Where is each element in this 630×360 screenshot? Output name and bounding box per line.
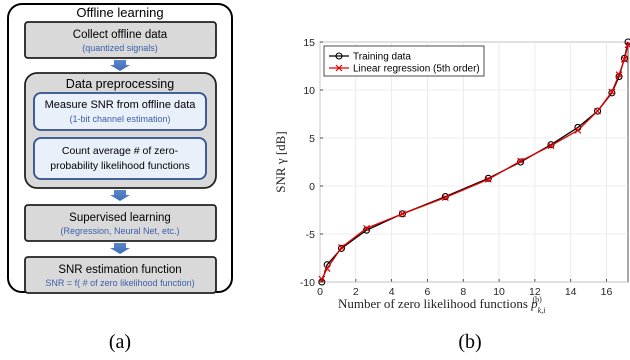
series-linear-regression (318, 41, 630, 283)
plot-area (319, 41, 629, 283)
data-point (323, 265, 331, 272)
x-tick-label: 10 (493, 286, 505, 298)
collect-data-title: Collect offline data (73, 29, 168, 41)
count-zero-likelihood-line2: probability likelihood functions (50, 160, 190, 172)
x-axis-label-text: Number of zero likelihood functions (338, 296, 528, 311)
data-point (624, 41, 630, 49)
supervised-learning-title: Supervised learning (69, 212, 171, 224)
snr-estimation-title: SNR estimation function (58, 264, 181, 276)
count-zero-likelihood-box (33, 137, 207, 180)
x-axis-label: Number of zero likelihood functions pk,i… (338, 295, 545, 315)
collect-data-subtitle: (quantized signals) (82, 43, 158, 53)
flow-arrow-2 (110, 190, 130, 201)
x-tick-label: 16 (601, 286, 613, 298)
x-tick-label: 6 (425, 286, 431, 298)
data-point (441, 194, 449, 201)
y-tick-label: -5 (306, 229, 315, 241)
legend-box (323, 45, 485, 77)
y-tick-labels: -10 -5 0 5 10 15 (300, 37, 315, 289)
panel-b-caption: (b) (458, 331, 481, 353)
x-tick-label: 2 (353, 286, 359, 298)
data-point (484, 175, 492, 183)
legend-label-regression: Linear regression (5th order) (353, 64, 480, 75)
supervised-learning-box (24, 204, 217, 242)
data-point (620, 55, 628, 63)
gridlines (319, 41, 628, 283)
snr-estimation-subtitle: SNR = f( # of zero likelihood function) (45, 278, 194, 288)
x-tick-label: 14 (565, 286, 577, 298)
measure-snr-title: Measure SNR from offline data (45, 99, 197, 111)
x-tick-label: 0 (317, 286, 323, 298)
data-preprocessing-title: Data preprocessing (66, 77, 174, 91)
count-zero-likelihood-line1: Count average # of zero- (62, 145, 179, 157)
flow-arrow-3 (110, 243, 130, 254)
data-point (547, 141, 555, 149)
data-point (608, 89, 616, 97)
series-layer (318, 38, 630, 286)
y-tick-label: -10 (300, 277, 315, 289)
x-tick-label: 8 (460, 286, 466, 298)
legend-label-training: Training data (353, 52, 411, 63)
panel-b-chart: 0 2 4 6 8 10 12 14 16 -10 -5 0 5 10 15 SNR γ [dB] Num… (273, 37, 630, 353)
y-tick-label: 0 (309, 181, 315, 193)
x-axis-label-symbol: p (530, 296, 538, 311)
y-tick-label: 5 (309, 133, 315, 145)
data-point (608, 88, 616, 96)
legend: Training data Linear regression (5th ord… (323, 45, 485, 77)
legend-marker-training (335, 52, 343, 60)
data-point (615, 71, 623, 79)
data-point (398, 210, 406, 218)
x-tick-label: 4 (389, 286, 395, 298)
data-point (363, 224, 370, 232)
data-point (338, 244, 345, 251)
panel-a-flowchart: Offline learning Collect offline data (q… (7, 3, 233, 353)
supervised-learning-subtitle: (Regression, Neural Net, etc.) (60, 226, 179, 236)
data-point (620, 54, 628, 62)
legend-marker-regression (335, 64, 343, 72)
offline-learning-title: Offline learning (76, 5, 163, 20)
data-point (594, 107, 602, 115)
data-point (318, 275, 326, 283)
measure-snr-subtitle: (1-bit channel estimation) (69, 114, 170, 124)
measure-snr-box (33, 92, 207, 131)
data-point (594, 107, 601, 115)
data-point (574, 126, 582, 134)
collect-data-box (24, 21, 217, 59)
data-point (398, 210, 406, 218)
flow-arrow-1 (110, 60, 130, 71)
y-tick-label: 10 (303, 85, 315, 97)
snr-estimation-box (24, 256, 217, 294)
panel-a-caption: (a) (109, 331, 131, 353)
data-point (547, 142, 555, 150)
x-tick-labels: 0 2 4 6 8 10 12 14 16 (317, 286, 612, 298)
y-tick-label: 15 (303, 37, 315, 49)
y-axis-label: SNR γ [dB] (273, 131, 288, 192)
data-point (337, 244, 346, 252)
x-tick-label: 12 (529, 286, 541, 298)
data-point (517, 157, 524, 165)
